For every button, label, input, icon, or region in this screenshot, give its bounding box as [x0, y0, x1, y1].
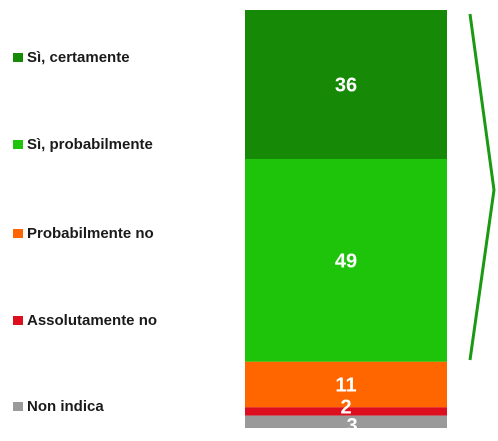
bar-segment-4 [245, 415, 447, 428]
legend-label: Sì, probabilmente [27, 136, 153, 153]
legend-swatch [13, 402, 23, 411]
legend: Sì, certamente Sì, probabilmente Probabilm… [13, 49, 157, 415]
legend-swatch [13, 229, 23, 238]
data-label-3: 2 [340, 396, 351, 418]
legend-label: Non indica [27, 398, 104, 415]
legend-swatch [13, 316, 23, 325]
legend-item-2: Probabilmente no [13, 225, 154, 242]
bar-segment-0 [245, 10, 447, 159]
legend-item-0: Sì, certamente [13, 49, 130, 66]
data-label-1: 49 [335, 250, 357, 272]
bar-segment-2 [245, 361, 447, 408]
legend-label: Assolutamente no [27, 312, 157, 329]
data-label-2: 11 [335, 375, 356, 397]
legend-label: Probabilmente no [27, 225, 154, 242]
stacked-bar [245, 10, 447, 428]
legend-item-1: Sì, probabilmente [13, 136, 153, 153]
legend-item-4: Non indica [13, 398, 104, 415]
bar-segment-3 [245, 407, 447, 416]
legend-label: Sì, certamente [27, 49, 130, 66]
legend-swatch [13, 140, 23, 149]
data-label-4: 3 [346, 415, 357, 437]
legend-item-3: Assolutamente no [13, 312, 157, 329]
arrow-bracket-annotation [468, 13, 496, 361]
data-label-0: 36 [335, 74, 357, 96]
bar-segment-1 [245, 158, 447, 362]
legend-swatch [13, 53, 23, 62]
